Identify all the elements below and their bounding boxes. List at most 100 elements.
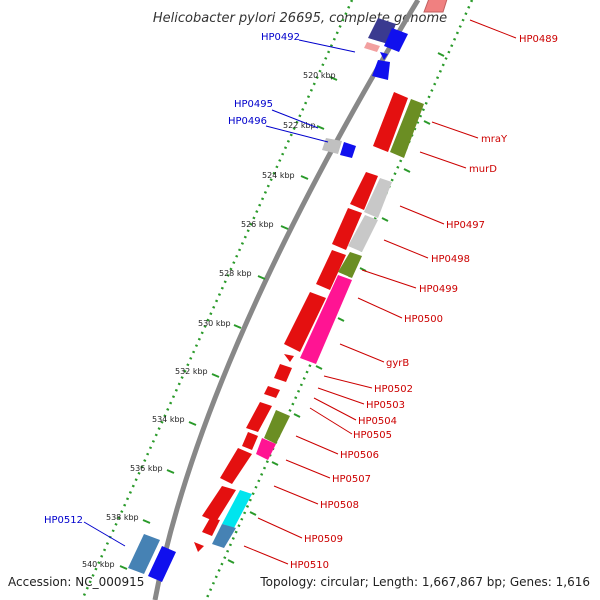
gene-label-gyrB[interactable]: gyrB [386,358,409,369]
gene-label-HP0504[interactable]: HP0504 [358,416,397,427]
tick-mark [271,461,279,466]
gene-label-HP0489[interactable]: HP0489 [519,34,558,45]
tick-mark [257,275,266,280]
gene-HP0496[interactable] [340,142,356,158]
tick-mark [316,125,325,130]
inner-track-line [204,0,474,600]
gene-HP0508[interactable] [220,448,252,484]
gene-feature-tiny-red[interactable] [194,542,204,552]
gene-features [128,0,448,582]
gene-feature-blue[interactable] [372,60,390,80]
leader-lines [83,19,517,565]
gene-label-mraY[interactable]: mraY [481,134,508,145]
gene-label-HP0510[interactable]: HP0510 [290,560,329,571]
leader-line [313,397,357,421]
tick-mark [249,511,257,516]
gene-gyrB[interactable] [300,275,352,364]
tick-label: 530 kbp [198,319,231,328]
gene-label-HP0492[interactable]: HP0492 [261,32,300,43]
gene-HP0499[interactable] [338,252,362,278]
accession-text: Accession: NC_000915 [8,575,144,589]
gene-HP0504[interactable] [264,386,280,398]
leader-line [469,19,517,39]
gene-feature-blue-bottom[interactable] [148,546,176,582]
gene-HP0507[interactable] [256,438,276,460]
leader-line [295,435,339,455]
tick-label: 524 kbp [262,171,295,180]
tick-mark [188,421,197,426]
leader-line [243,545,289,565]
gene-label-HP0496[interactable]: HP0496 [228,116,267,127]
gene-HP0489[interactable] [423,0,448,13]
gene-HP0503[interactable] [274,364,292,382]
gene-HP0502[interactable] [284,354,294,362]
gene-HP0505[interactable] [246,402,272,432]
tick-mark [423,120,431,125]
tick-mark [293,413,301,418]
tick-mark [437,52,445,57]
gene-HP0507-red[interactable] [242,432,258,450]
leader-line [257,517,303,539]
tick-mark [119,565,128,570]
gene-HP0500-red[interactable] [284,292,326,352]
gene-feature-pink[interactable] [364,42,380,52]
leader-line [83,521,126,547]
leader-line [361,269,417,289]
gene-label-HP0503[interactable]: HP0503 [366,400,405,411]
gene-label-HP0509[interactable]: HP0509 [304,534,343,545]
gene-label-HP0506[interactable]: HP0506 [340,450,379,461]
gene-HP0492[interactable] [384,28,408,52]
gene-label-HP0507[interactable]: HP0507 [332,474,371,485]
gene-label-HP0498[interactable]: HP0498 [431,254,470,265]
leader-line [273,485,319,505]
gene-label-HP0495[interactable]: HP0495 [234,99,273,110]
gene-label-HP0508[interactable]: HP0508 [320,500,359,511]
tick-mark [142,519,151,524]
gene-label-HP0505[interactable]: HP0505 [353,430,392,441]
gene-label-HP0500[interactable]: HP0500 [404,314,443,325]
gene-label-HP0512[interactable]: HP0512 [44,515,83,526]
tick-mark [403,168,411,173]
gene-HP0499-red[interactable] [316,250,346,290]
gene-HP0510[interactable] [212,524,236,548]
leader-line [431,121,479,139]
tick-mark [280,225,289,230]
leader-line [419,151,467,169]
left-gene-labels: HP0492 HP0495 HP0496 HP0512 [44,32,300,526]
gene-HP0498-red[interactable] [332,208,362,250]
tick-mark [300,175,309,180]
tick-label: 540 kbp [82,560,115,569]
gene-feature-small-red[interactable] [202,518,220,536]
leader-line [339,343,385,363]
tick-mark [329,76,338,81]
gene-label-murD[interactable]: murD [469,164,497,175]
tick-label: 520 kbp [303,71,336,80]
tick-label: 528 kbp [219,269,252,278]
gene-HP0509-red[interactable] [202,486,236,522]
leader-line [271,109,319,129]
gene-HP0497-red[interactable] [350,172,378,210]
tick-mark [166,469,175,474]
leader-line [323,375,373,389]
leader-line [383,239,429,259]
gene-HP0509[interactable] [222,490,252,528]
tick-mark [337,317,345,322]
tick-labels: 520 kbp 522 kbp 524 kbp 526 kbp 528 kbp … [82,71,336,569]
leader-line [317,387,365,405]
gene-label-HP0499[interactable]: HP0499 [419,284,458,295]
gene-HP0512[interactable] [128,534,160,574]
gene-label-HP0502[interactable]: HP0502 [374,384,413,395]
tick-label: 522 kbp [283,121,316,130]
gene-HP0506[interactable] [264,410,290,444]
leader-line [265,125,329,143]
gene-murD[interactable] [390,99,424,158]
leader-line [298,39,356,53]
tick-label: 526 kbp [241,220,274,229]
gene-mraY-red[interactable] [373,92,408,152]
tick-mark [211,373,220,378]
gene-HP0498[interactable] [348,215,378,252]
gene-HP0497[interactable] [364,178,392,218]
leader-line [309,407,353,435]
gene-feature-blue-arrow[interactable] [380,52,388,60]
gene-label-HP0497[interactable]: HP0497 [446,220,485,231]
